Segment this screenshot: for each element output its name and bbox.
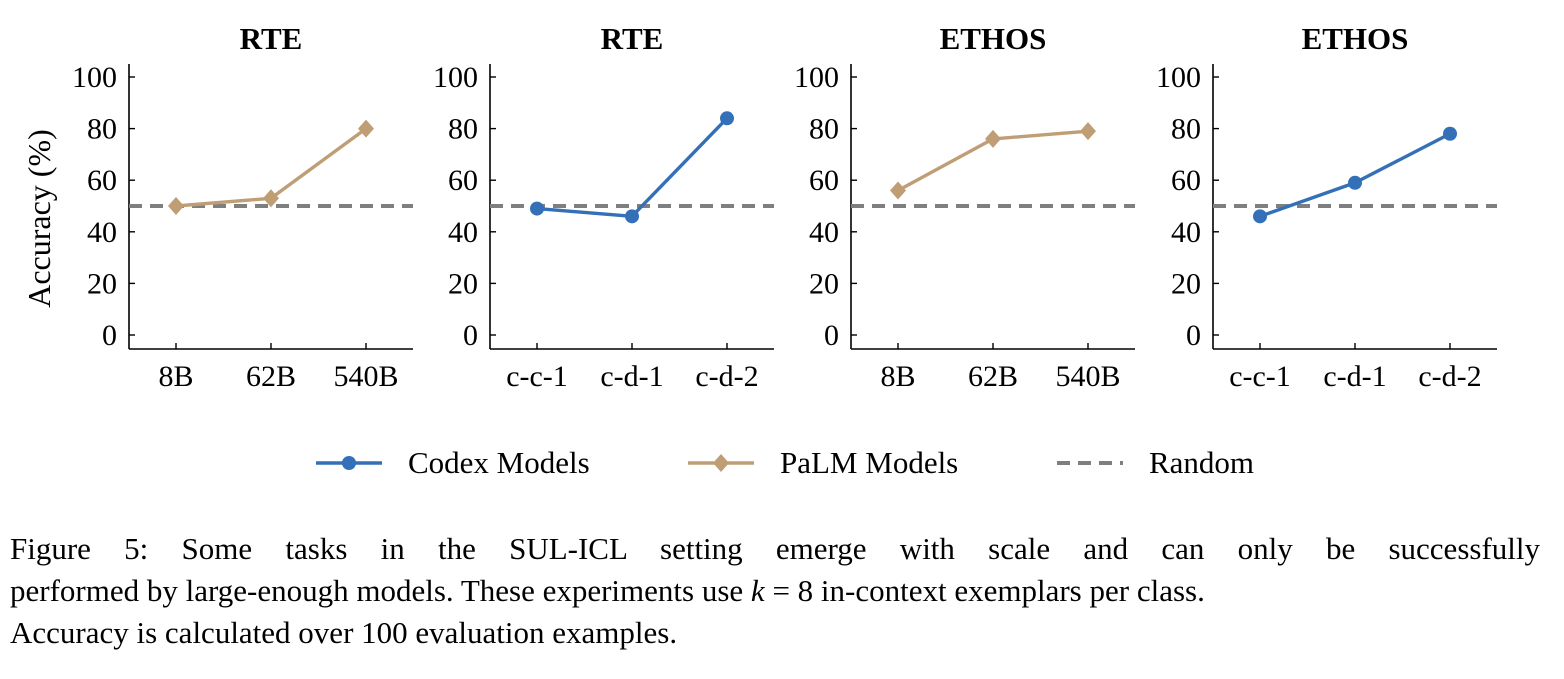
legend-item-palm-models: PaLM Models (688, 445, 958, 480)
y-tick-label: 60 (448, 164, 478, 197)
caption-line-1: Figure 5: Some tasks in the SUL-ICL sett… (10, 531, 1540, 566)
caption-line-2: performed by large-enough models. These … (10, 570, 1540, 612)
legend-marker (713, 454, 729, 472)
data-point (720, 111, 734, 126)
y-tick-label: 80 (809, 113, 839, 146)
y-tick-label: 40 (1171, 216, 1201, 249)
y-tick-label: 20 (448, 267, 478, 300)
caption-line-2-end: in-context exemplars per class. (813, 573, 1205, 608)
figure: RTE 0 20 40 60 80 100 8B 62B 540B Accuracy (%) RTE 0… (21, 21, 1497, 480)
x-tick-label: c-d-1 (1323, 360, 1386, 393)
x-tick-label: 540B (333, 360, 398, 393)
x-tick-label: 8B (880, 360, 915, 393)
data-point (530, 201, 544, 216)
data-point (1080, 122, 1096, 141)
y-tick-label: 60 (809, 164, 839, 197)
caption-math-eq: = 8 (764, 573, 814, 608)
data-point (1348, 175, 1362, 190)
data-point (358, 119, 374, 138)
y-tick-label: 100 (1156, 61, 1201, 94)
y-tick-label: 0 (1186, 319, 1201, 352)
x-tick-label: 8B (158, 360, 193, 393)
x-tick-label: 62B (246, 360, 296, 393)
data-point (625, 209, 639, 224)
chart-panel-3: ETHOS 0 20 40 60 80 100 8B 62B 540B (794, 21, 1135, 393)
x-tick-label: c-c-1 (506, 360, 568, 393)
legend-label: Codex Models (408, 445, 590, 480)
series-line (1259, 132, 1451, 218)
y-tick-label: 80 (87, 113, 117, 146)
x-tick-label: c-d-2 (1418, 360, 1481, 393)
y-tick-label: 100 (72, 61, 117, 94)
y-tick-label: 40 (87, 216, 117, 249)
data-point (985, 129, 1001, 148)
caption-math-k: k (750, 573, 765, 608)
chart-title: ETHOS (1302, 21, 1409, 56)
x-tick-label: c-d-2 (695, 360, 758, 393)
legend-label: PaLM Models (780, 445, 958, 480)
y-tick-label: 40 (809, 216, 839, 249)
y-tick-label: 20 (1171, 267, 1201, 300)
data-point (168, 197, 184, 215)
legend-item-random: Random (1057, 445, 1254, 480)
y-axis-label: Accuracy (%) (21, 129, 57, 308)
legend-label: Random (1149, 445, 1254, 480)
y-tick-label: 0 (463, 319, 478, 352)
x-tick-label: c-c-1 (1229, 360, 1291, 393)
x-tick-label: 540B (1055, 360, 1120, 393)
legend-item-codex-models: Codex Models (316, 445, 590, 480)
chart-title: ETHOS (940, 21, 1047, 56)
y-tick-label: 0 (824, 319, 839, 352)
data-point (1443, 126, 1457, 141)
y-tick-label: 20 (87, 267, 117, 300)
data-point (263, 189, 279, 208)
caption-line-3: Accuracy is calculated over 100 evaluati… (10, 615, 678, 650)
y-tick-label: 100 (794, 61, 839, 94)
chart-title: RTE (601, 21, 664, 56)
y-tick-label: 80 (448, 113, 478, 146)
y-tick-label: 40 (448, 216, 478, 249)
chart-panel-4: ETHOS 0 20 40 60 80 100 c-c-1 c-d-1 c-d-2 (1156, 21, 1497, 393)
x-tick-label: 62B (968, 360, 1018, 393)
y-tick-label: 60 (1171, 164, 1201, 197)
caption-line-2-start: performed by large-enough models. These … (10, 573, 751, 608)
y-tick-label: 0 (102, 319, 117, 352)
y-tick-label: 20 (809, 267, 839, 300)
chart-panel-2: RTE 0 20 40 60 80 100 c-c-1 c-d-1 c-d-2 (433, 21, 774, 393)
x-tick-label: c-d-1 (600, 360, 663, 393)
figure-caption: Figure 5: Some tasks in the SUL-ICL sett… (10, 528, 1540, 654)
chart-title: RTE (240, 21, 303, 56)
y-tick-label: 100 (433, 61, 478, 94)
data-point (890, 181, 906, 200)
legend: Codex Models PaLM Models Random (316, 445, 1254, 480)
y-tick-label: 80 (1171, 113, 1201, 146)
legend-marker (342, 456, 356, 470)
y-tick-label: 60 (87, 164, 117, 197)
data-point (1253, 209, 1267, 224)
chart-panel-1: RTE 0 20 40 60 80 100 8B 62B 540B Accuracy (%) (21, 21, 413, 393)
series-line (536, 117, 729, 219)
